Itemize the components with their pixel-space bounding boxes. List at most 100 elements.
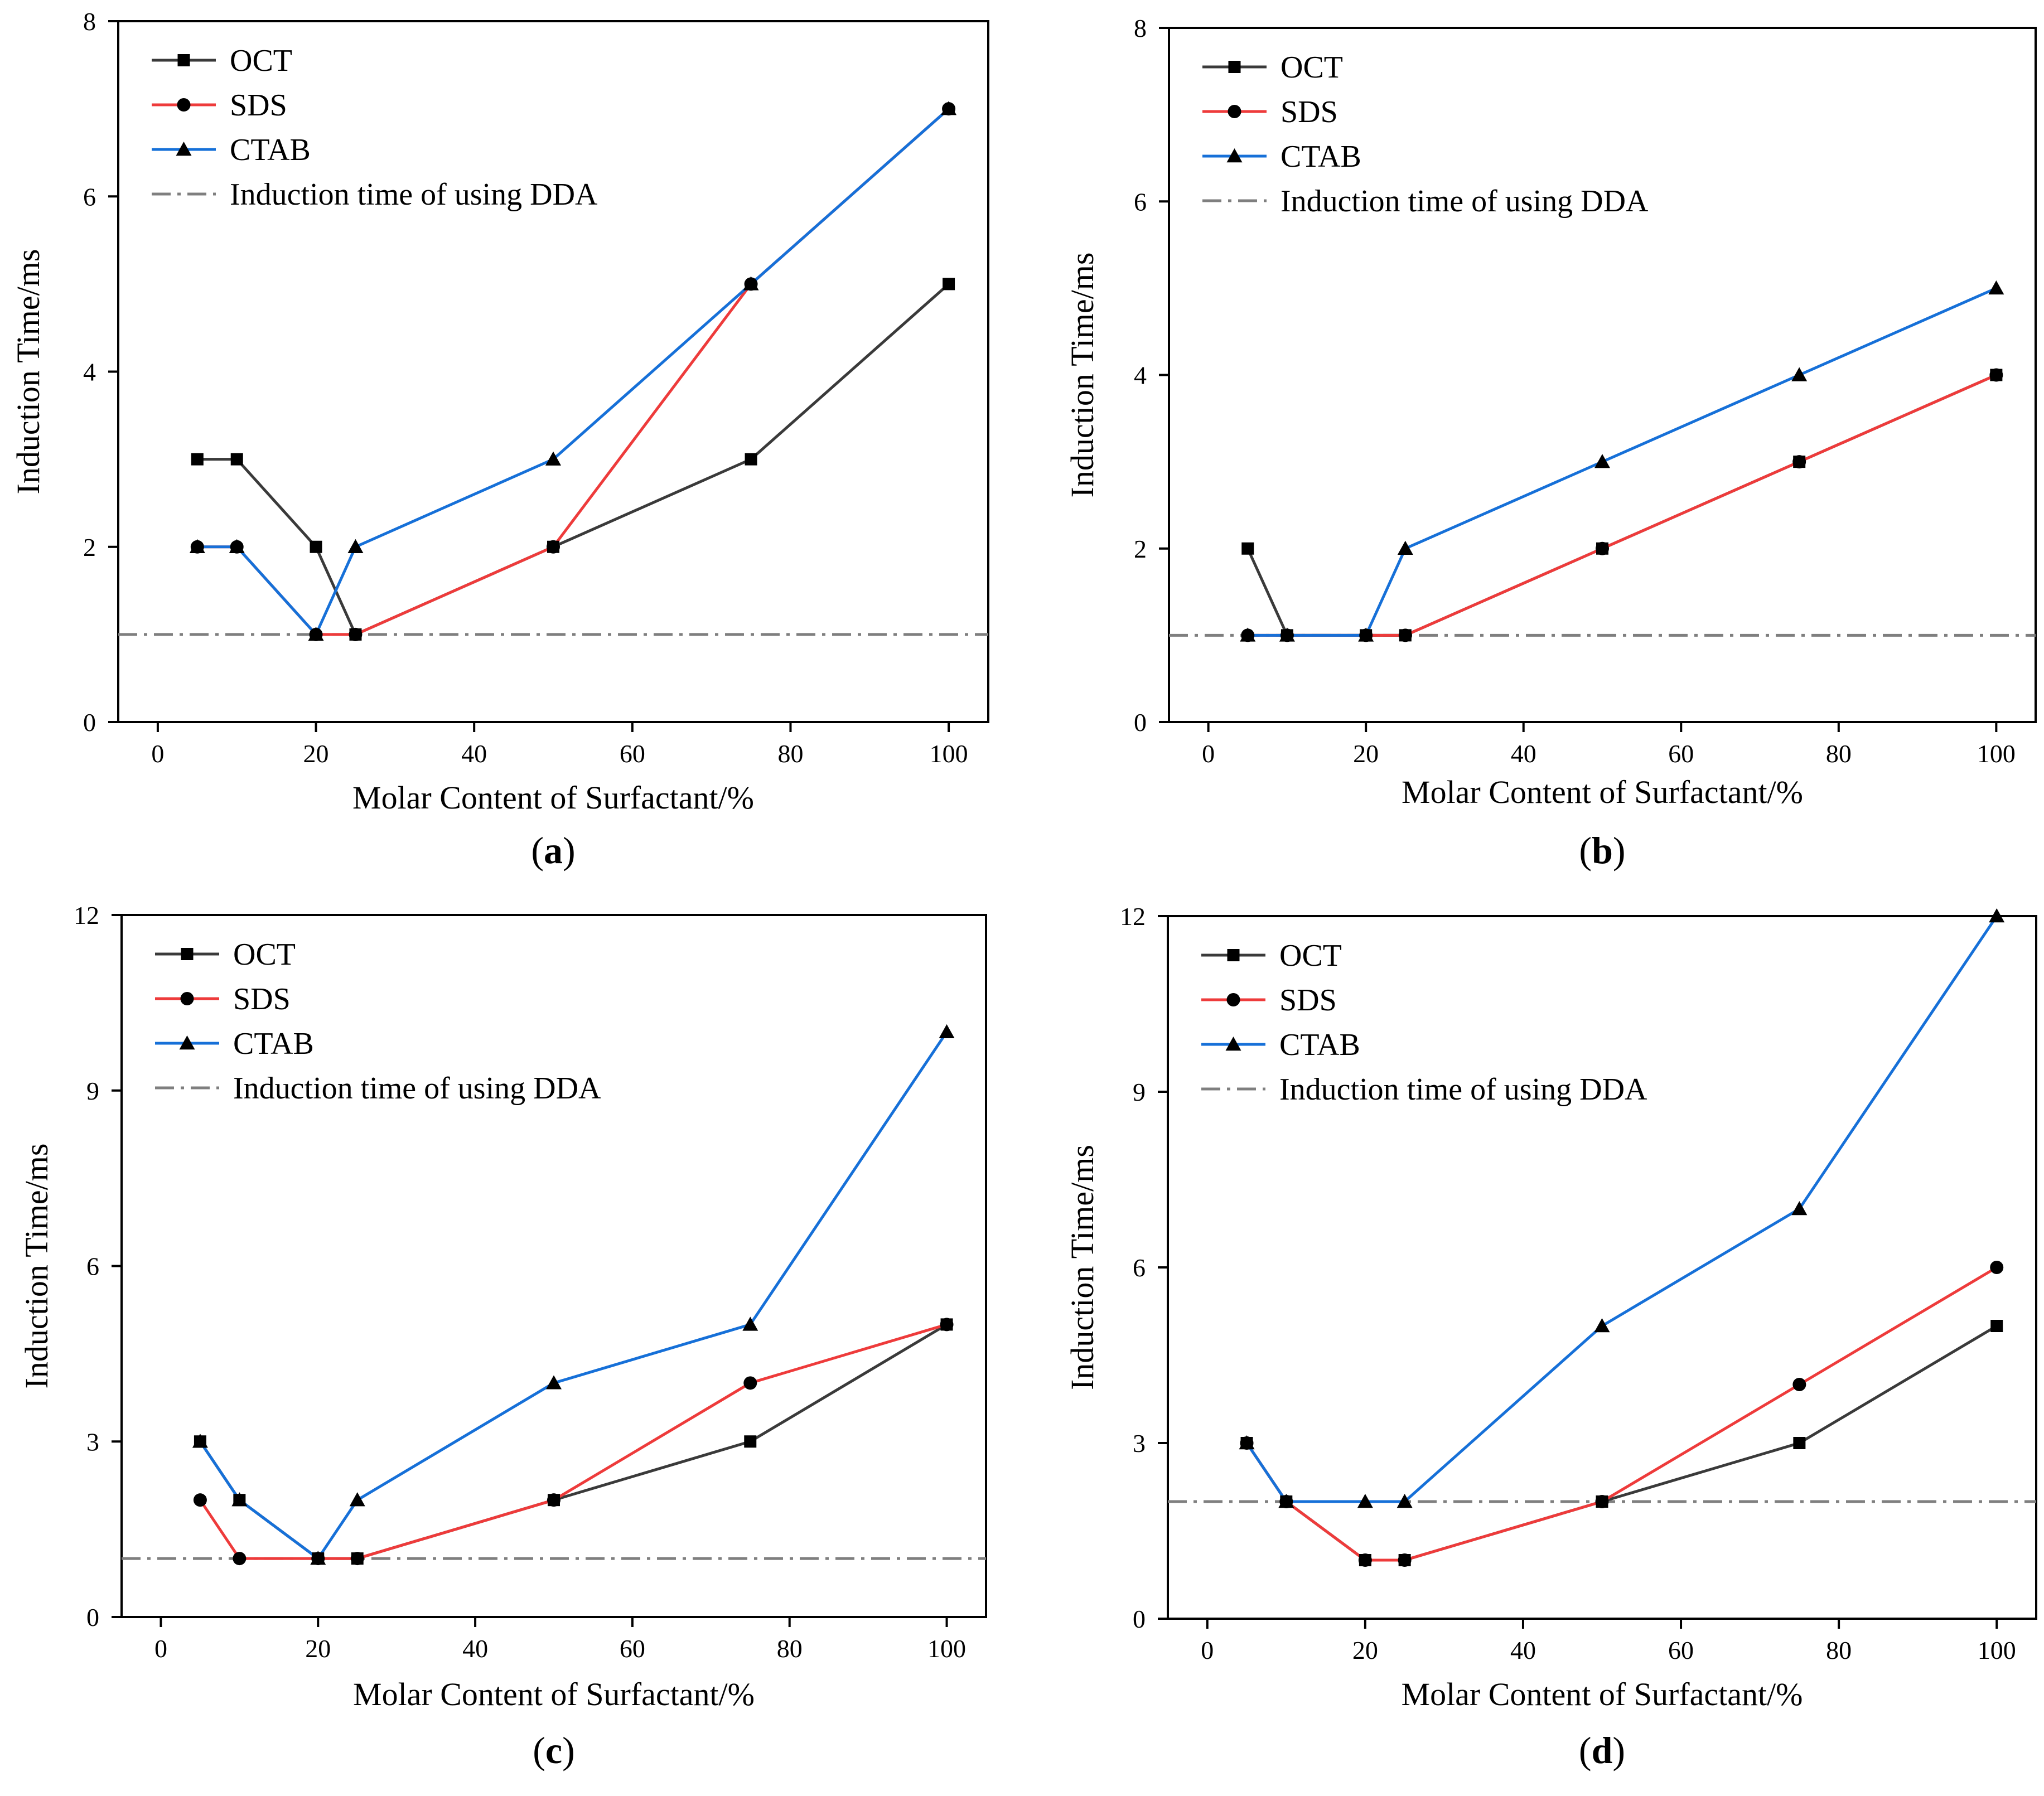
x-tick-label: 0 [151, 739, 164, 768]
legend-label-ctab: CTAB [233, 1027, 314, 1061]
x-tick-label: 40 [462, 1634, 488, 1663]
data-point-sds [547, 540, 560, 554]
data-point-oct [1990, 1320, 2003, 1332]
data-point-sds [1398, 1553, 1412, 1567]
legend-marker-sds [177, 98, 191, 112]
y-tick-label: 6 [1133, 1253, 1146, 1282]
x-tick-label: 20 [1353, 739, 1379, 768]
series-markers-ctab [192, 1024, 955, 1565]
x-tick-label: 40 [1511, 739, 1536, 768]
series-markers-oct [1241, 369, 2003, 642]
panel-label: (a) [531, 829, 575, 872]
legend: OCT SDS CTAB Induction time of using DDA [152, 43, 598, 212]
series-line-ctab [1248, 287, 1997, 637]
legend-label-sds: SDS [1279, 983, 1337, 1018]
legend-marker-oct [1228, 61, 1241, 73]
x-tick-label: 0 [1201, 1636, 1214, 1664]
series-markers-ctab [1240, 280, 2004, 642]
legend-label-ctab: CTAB [1280, 139, 1361, 174]
y-tick-label: 6 [83, 182, 96, 211]
legend-label-oct: OCT [233, 937, 296, 972]
y-tick-label: 3 [86, 1427, 99, 1456]
y-tick-label: 6 [1134, 187, 1147, 216]
plot-frame [120, 914, 987, 1618]
data-point-oct [310, 540, 322, 553]
data-point-ctab [546, 1375, 562, 1390]
data-point-oct [943, 278, 955, 291]
x-tick-label: 60 [620, 1634, 645, 1663]
data-point-ctab [192, 1434, 208, 1448]
series-line-sds [1245, 1266, 1998, 1562]
series-markers-oct [1240, 1320, 2003, 1566]
chart-panel-c: 0 20 40 60 80 100 0 3 6 9 12 Molar Content of Surfa… [18, 901, 987, 1771]
legend-label-dda: Induction time of using DDA [230, 177, 598, 212]
y-tick-label: 8 [83, 7, 96, 36]
plot-frame [117, 20, 989, 723]
data-point-sds [1358, 1553, 1372, 1567]
x-tick-label: 80 [1826, 1636, 1852, 1664]
data-point-sds [1596, 541, 1609, 555]
data-point-ctab [1791, 1201, 1808, 1216]
data-point-ctab [941, 101, 957, 115]
y-tick-label: 8 [1134, 14, 1147, 42]
legend: OCT SDS CTAB Induction time of using DDA [1201, 938, 1647, 1107]
x-tick-label: 100 [930, 739, 968, 768]
x-tick-label: 100 [927, 1634, 966, 1663]
legend-label-ctab: CTAB [230, 133, 311, 167]
data-point-ctab [1397, 1494, 1413, 1508]
series-markers-sds [1240, 1261, 2004, 1567]
x-tick-label: 0 [154, 1634, 167, 1663]
legend-label-dda: Induction time of using DDA [1280, 184, 1649, 219]
legend-marker-ctab [1225, 1037, 1241, 1051]
legend-label-oct: OCT [1280, 50, 1343, 85]
x-tick-label: 20 [1352, 1636, 1378, 1664]
series-markers-sds [193, 1318, 954, 1566]
series-line-ctab [1245, 915, 1998, 1503]
y-axis-title: Induction Time/ms [1064, 1145, 1100, 1390]
legend-label-oct: OCT [1279, 938, 1342, 973]
y-tick-label: 12 [74, 901, 99, 930]
x-tick-label: 100 [1978, 1636, 2016, 1664]
legend-label-dda: Induction time of using DDA [1279, 1072, 1647, 1107]
data-point-ctab [229, 539, 245, 553]
data-point-ctab [743, 276, 759, 291]
data-point-sds [1989, 368, 2003, 382]
data-point-ctab [1791, 367, 1808, 381]
data-point-sds [350, 1552, 364, 1566]
chart-panel-b: 0 20 40 60 80 100 0 2 4 6 8 Molar Content of Surfac… [1064, 14, 2037, 872]
y-tick-label: 6 [86, 1252, 99, 1281]
legend-label-sds: SDS [230, 88, 287, 123]
legend-marker-ctab [1226, 148, 1243, 163]
data-point-ctab [1279, 627, 1295, 642]
chart-panel-a: 0 20 40 60 80 100 0 2 4 6 8 Molar Content of Surfac… [10, 7, 989, 872]
y-tick-label: 0 [86, 1603, 99, 1632]
data-point-oct [1793, 1437, 1806, 1449]
x-tick-label: 80 [1826, 739, 1852, 768]
data-point-ctab [349, 1492, 365, 1507]
data-point-ctab [1989, 908, 2005, 923]
data-point-ctab [310, 1551, 326, 1565]
y-tick-label: 0 [83, 708, 96, 737]
data-point-sds [349, 627, 363, 641]
y-tick-label: 0 [1133, 1605, 1146, 1633]
data-point-sds [1990, 1261, 2004, 1274]
data-point-ctab [545, 451, 561, 466]
panel-label: (d) [1579, 1729, 1625, 1771]
data-point-sds [233, 1552, 247, 1566]
x-axis-title: Molar Content of Surfactant/% [353, 1676, 755, 1712]
data-point-oct [191, 453, 204, 466]
x-tick-label: 20 [305, 1634, 331, 1663]
x-tick-label: 100 [1977, 739, 2016, 768]
series-line-oct [1245, 1324, 1998, 1562]
legend-marker-ctab [176, 142, 192, 156]
y-tick-label: 12 [1120, 902, 1146, 931]
data-point-ctab [1397, 540, 1413, 555]
legend-marker-sds [1226, 993, 1240, 1006]
data-point-ctab [308, 626, 324, 641]
data-point-ctab [939, 1024, 955, 1039]
data-point-oct [745, 453, 757, 466]
x-tick-label: 80 [777, 1634, 803, 1663]
data-point-ctab [1594, 454, 1610, 468]
y-tick-label: 4 [1134, 361, 1147, 390]
data-point-ctab [1357, 1494, 1373, 1508]
